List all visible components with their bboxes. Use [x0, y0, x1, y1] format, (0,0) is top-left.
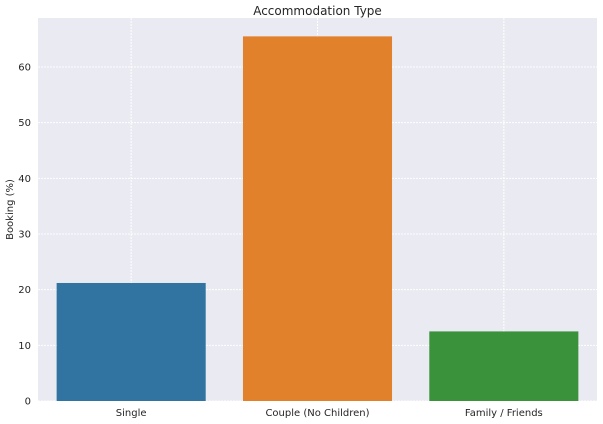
- bar-couple-no-children: [242, 36, 393, 402]
- y-tick-label: 60: [18, 62, 31, 73]
- x-tick-label: Single: [116, 408, 147, 419]
- y-tick-label: 40: [18, 174, 31, 185]
- x-tick-label: Couple (No Children): [265, 408, 369, 419]
- y-tick-label: 30: [18, 229, 31, 240]
- x-tick-label: Family / Friends: [465, 408, 543, 419]
- chart-title: Accommodation Type: [253, 4, 382, 18]
- bars: [56, 36, 579, 402]
- y-tick-labels: 0 10 20 30 40 50 60: [18, 62, 31, 407]
- x-tick-labels: Single Couple (No Children) Family / Frien…: [116, 408, 543, 419]
- y-tick-label: 10: [18, 341, 31, 352]
- bar-family-friends: [429, 331, 579, 401]
- y-axis-label: Booking (%): [5, 179, 16, 240]
- bar-single: [56, 282, 206, 401]
- y-tick-label: 50: [18, 118, 31, 129]
- y-tick-label: 20: [18, 285, 31, 296]
- y-tick-label: 0: [25, 397, 31, 408]
